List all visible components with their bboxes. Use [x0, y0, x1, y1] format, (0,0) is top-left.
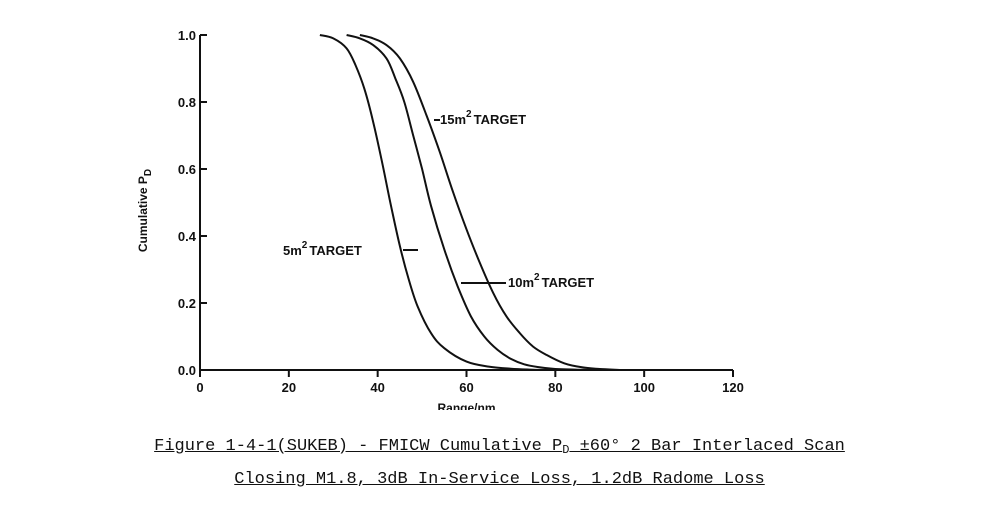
- y-tick-label: 0.2: [178, 296, 196, 311]
- series-line-15m2: [359, 34, 623, 371]
- x-tick-label: 0: [196, 380, 203, 395]
- caption-text-1b: ±60° 2 Bar Interlaced Scan: [569, 437, 845, 456]
- y-tick-label: 0.6: [178, 162, 196, 177]
- y-tick-label: 0.4: [178, 229, 197, 244]
- x-tick-label: 20: [282, 380, 296, 395]
- x-tick-label: 100: [633, 380, 655, 395]
- series-group: [319, 34, 623, 372]
- y-tick-label: 1.0: [178, 28, 196, 43]
- figure-caption-line-1: Figure 1-4-1(SUKEB) - FMICW Cumulative P…: [0, 437, 999, 457]
- x-axis-title: Range/nm: [437, 401, 495, 410]
- caption-text-1a: Figure 1-4-1(SUKEB) - FMICW Cumulative P: [154, 437, 563, 456]
- chart: 0.0 0.2 0.4 0.6 0.8 1.0 0 20 40 60 80 100 120 Range/n…: [136, 28, 744, 410]
- y-tick-label: 0.0: [178, 363, 196, 378]
- label-10m2-target: 10m2 TARGET: [508, 272, 594, 290]
- axes: 0.0 0.2 0.4 0.6 0.8 1.0 0 20 40 60 80 100 120 Range/n…: [136, 28, 744, 410]
- figure-caption-line-2: Closing M1.8, 3dB In-Service Loss, 1.2dB…: [0, 470, 999, 489]
- caption-subscript: D: [562, 443, 570, 457]
- series-line-10m2: [346, 34, 600, 371]
- x-tick-label: 120: [722, 380, 744, 395]
- label-15m2-target: 15m2 TARGET: [440, 109, 526, 127]
- x-tick-label: 60: [459, 380, 473, 395]
- caption-text-2: Closing M1.8, 3dB In-Service Loss, 1.2dB…: [234, 470, 765, 489]
- series-labels: 5m2 TARGET 10m2 TARGET 15m2 TARGET: [283, 109, 594, 290]
- y-axis-title: Cumulative PD: [136, 169, 154, 252]
- x-tick-label: 80: [548, 380, 562, 395]
- y-tick-label: 0.8: [178, 95, 196, 110]
- x-tick-label: 40: [370, 380, 384, 395]
- label-5m2-target: 5m2 TARGET: [283, 240, 362, 258]
- series-line-5m2: [319, 34, 578, 372]
